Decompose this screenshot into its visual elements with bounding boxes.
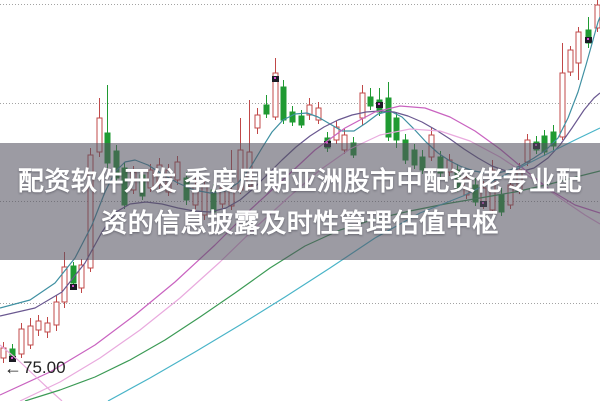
price-value: 75.00 — [23, 358, 66, 377]
arrow-left-icon: ← — [4, 357, 22, 378]
price-label: ← 75.00 — [4, 358, 66, 378]
headline-overlay: 配资软件开发 季度周期亚洲股市中配资佬专业配 资的信息披露及时性管理估值中枢 — [0, 143, 600, 260]
pink-tail — [0, 344, 63, 401]
headline-line-2: 资的信息披露及时性管理估值中枢 — [101, 207, 499, 238]
headline-line-1: 配资软件开发 季度周期亚洲股市中配资佬专业配 — [17, 165, 583, 196]
